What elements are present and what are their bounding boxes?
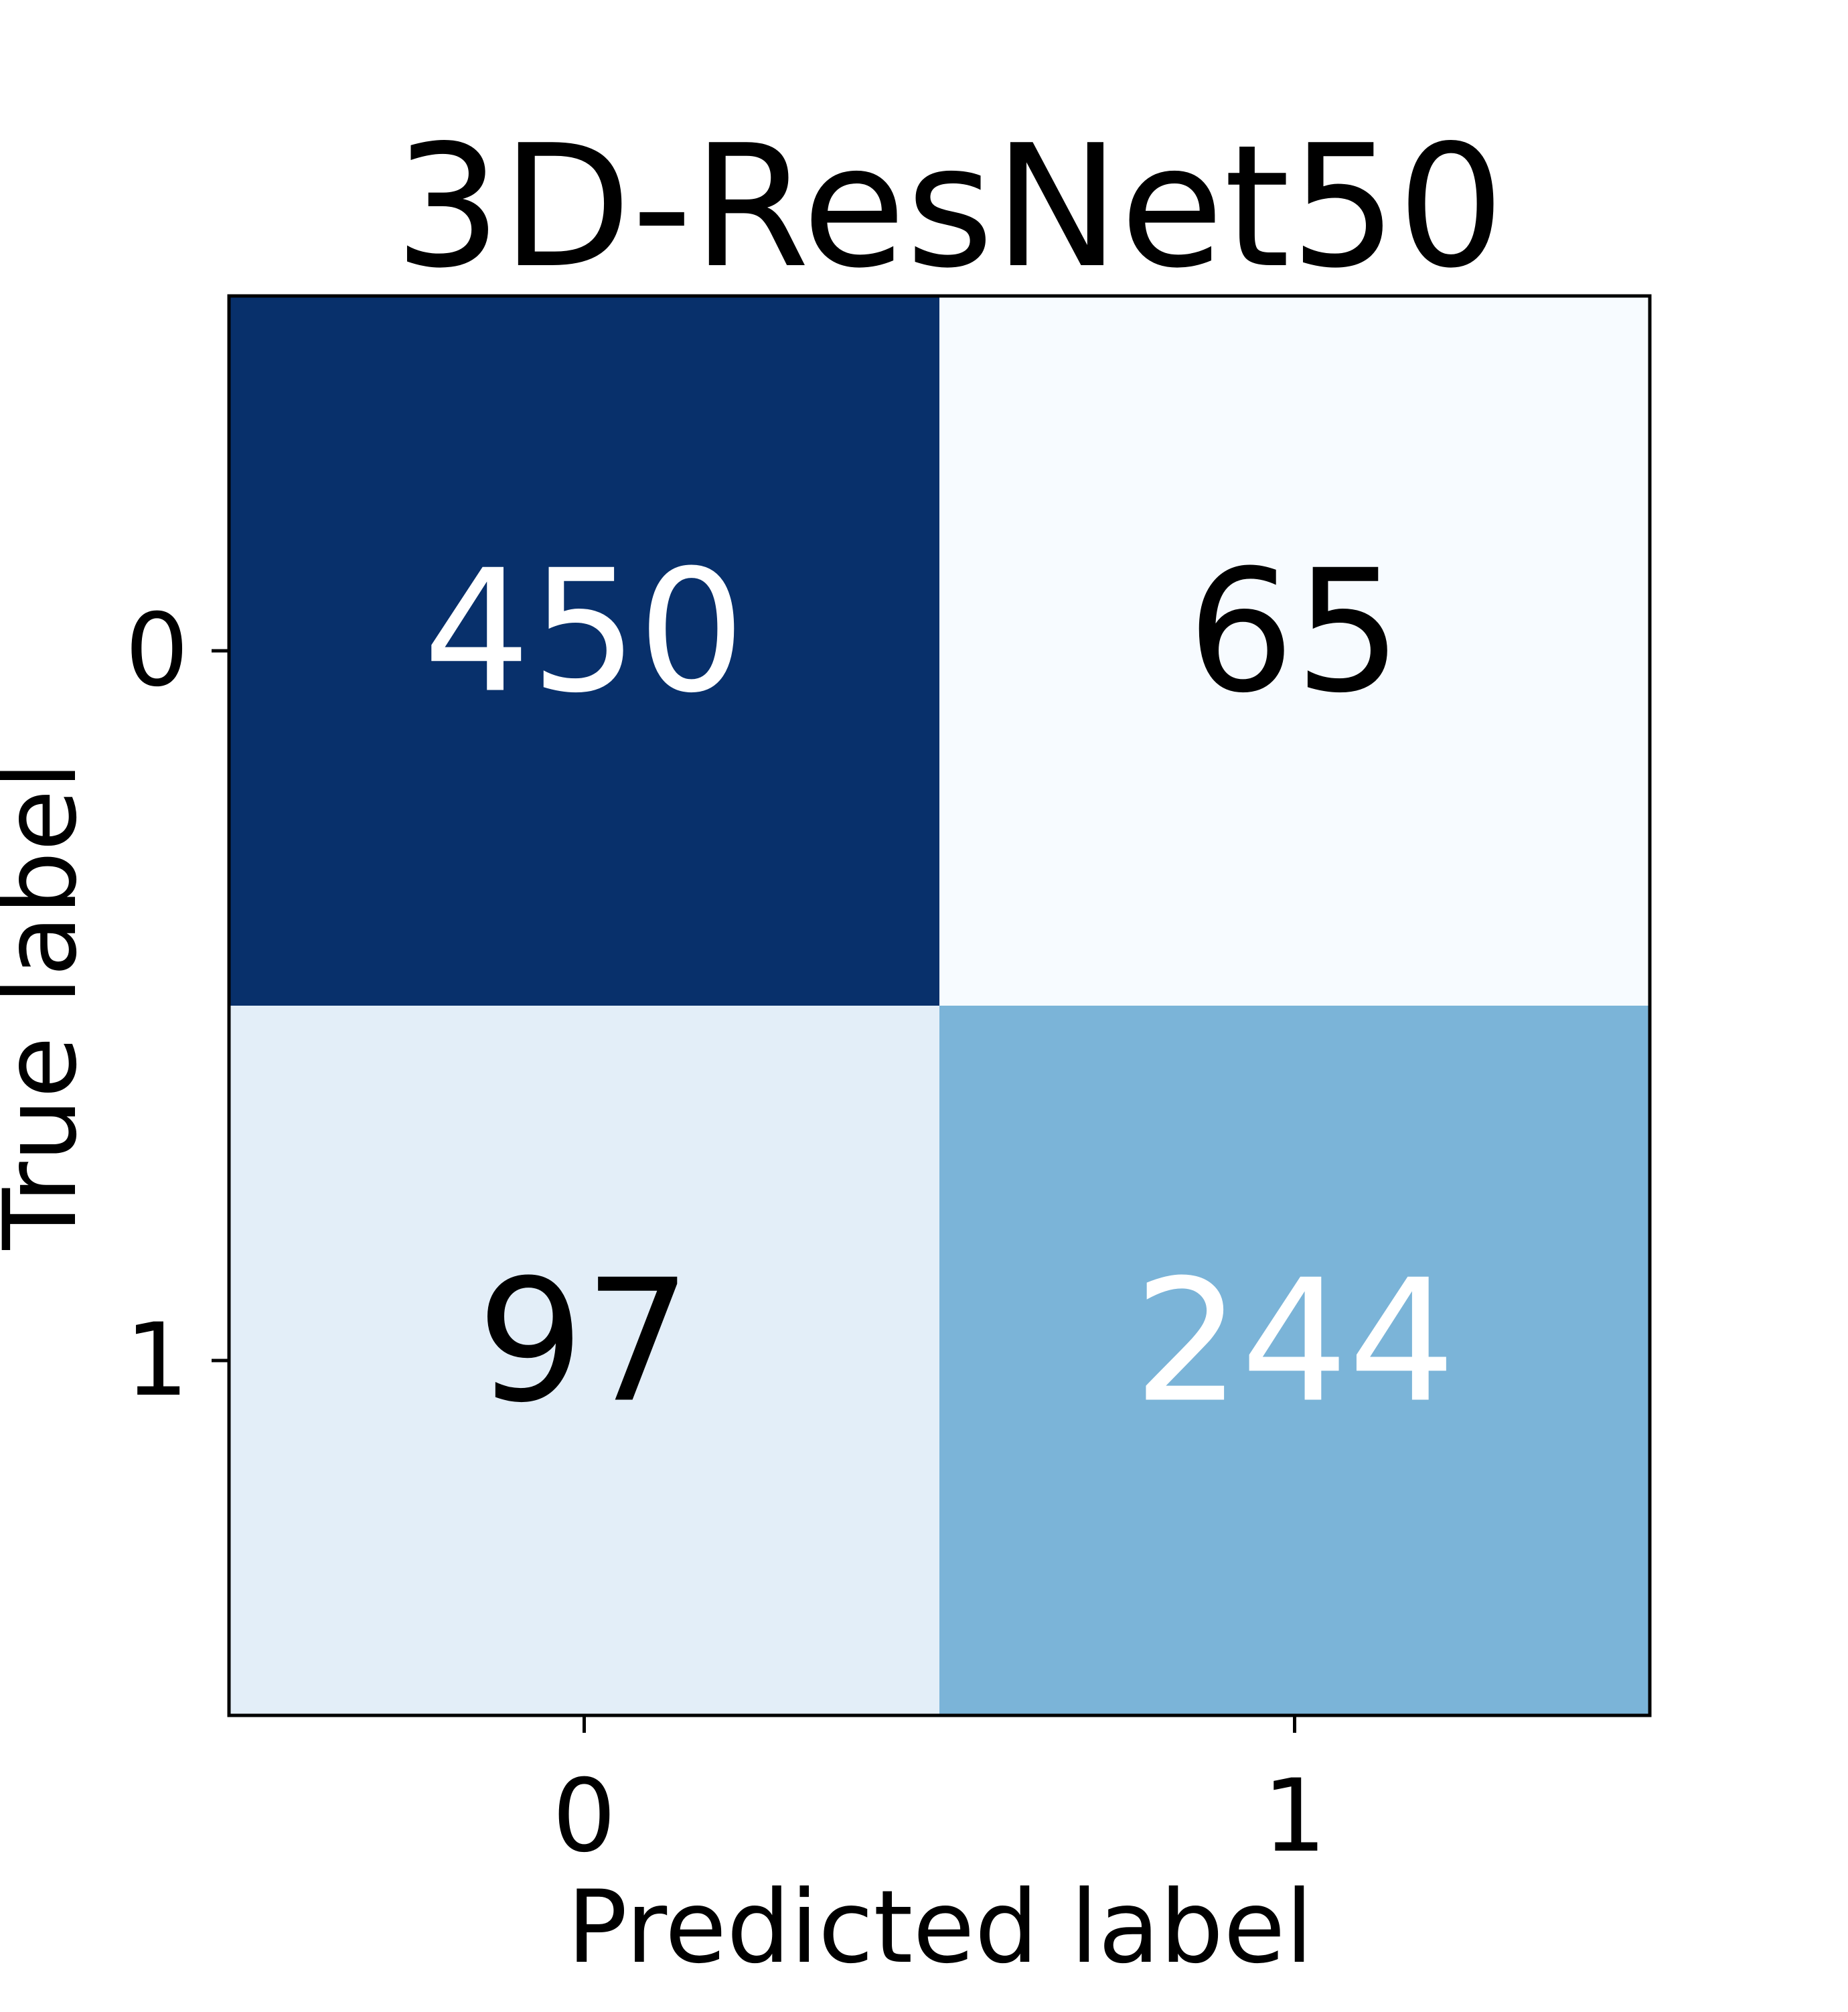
x-tick-label-0: 0 [552,1758,616,1875]
matrix-cell-1-0 [229,1006,940,1716]
cell-value-0-1: 65 [1187,534,1402,730]
matrix-cell-0-1 [939,296,1650,1006]
x-axis-label: Predicted label [567,1869,1314,1986]
chart-title: 3D-ResNet50 [394,109,1505,305]
y-axis-ticks: 01 [125,593,229,1419]
y-axis-label: True label [0,761,99,1250]
y-tick-label-1: 1 [125,1302,189,1419]
matrix-cell-1-1 [939,1006,1650,1716]
matrix-cell-0-0 [229,296,940,1006]
x-tick-label-1: 1 [1263,1758,1326,1875]
cell-value-0-0: 450 [423,534,745,730]
plot-frame [227,294,1652,1717]
y-tick-label-0: 0 [125,593,189,709]
cell-value-1-0: 97 [477,1244,692,1440]
cell-value-labels: 450 65 97 244 [423,534,1456,1440]
cell-value-1-1: 244 [1134,1244,1456,1440]
heatmap-cells [229,296,1650,1716]
